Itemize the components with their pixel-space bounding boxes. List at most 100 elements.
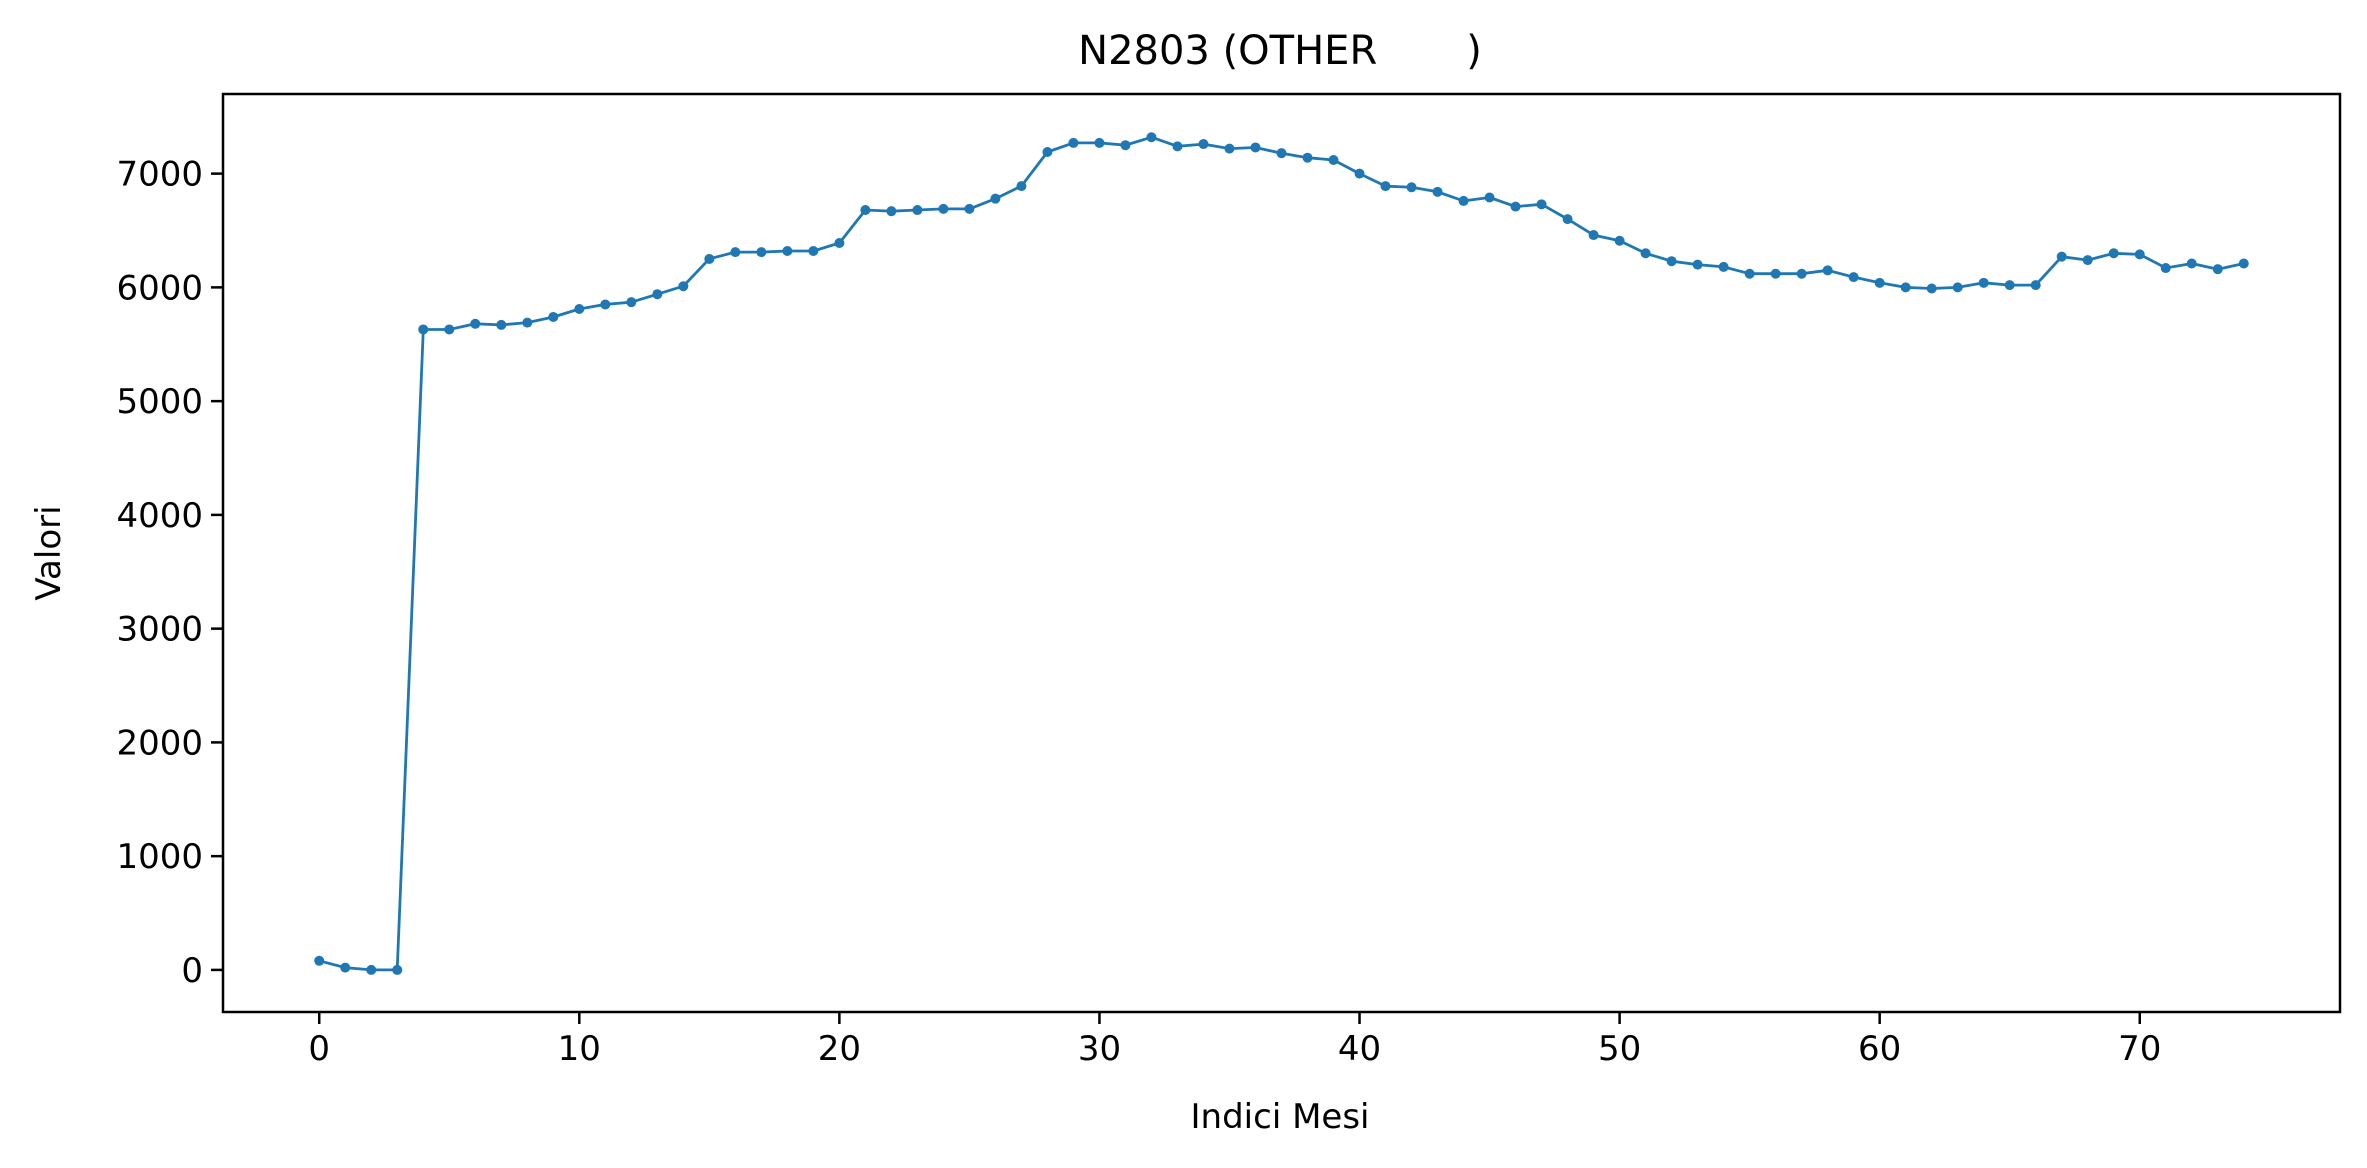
data-point [1198,139,1209,150]
data-point [1172,141,1183,152]
data-point [678,281,689,292]
data-point [1068,137,1079,148]
x-tick-label: 60 [1858,1029,1901,1069]
data-point [2134,249,2145,260]
data-point [1874,277,1885,288]
data-point [444,324,455,335]
x-tick-label: 20 [818,1029,861,1069]
data-point [2108,248,2119,259]
data-point [1302,152,1313,163]
data-point [2186,258,2197,269]
data-point [1952,282,1963,293]
data-point [314,955,325,966]
data-point [366,964,377,975]
data-point [834,238,845,249]
x-tick-label: 0 [308,1029,330,1069]
data-point [782,245,793,256]
data-point [1380,181,1391,192]
x-tick-label: 40 [1338,1029,1381,1069]
series-layer [314,132,2249,975]
data-point [2056,251,2067,262]
x-axis: 0 10 20 30 40 50 60 70 [308,1012,2161,1069]
plot-area [221,92,2342,1014]
data-point [990,193,1001,204]
y-tick-label: 1000 [116,837,203,877]
data-point [1120,140,1131,151]
data-point [1094,137,1105,148]
data-point [1536,199,1547,210]
data-point [1796,268,1807,279]
data-point [1744,268,1755,279]
data-point [1224,143,1235,154]
data-point [704,253,715,264]
y-axis: 0 1000 2000 3000 4000 5000 6000 7000 [116,155,223,991]
x-tick-label: 50 [1598,1029,1641,1069]
data-point [1562,214,1573,225]
data-point [912,205,923,216]
data-point [1250,142,1261,153]
x-tick-label: 30 [1078,1029,1121,1069]
data-point [600,299,611,310]
data-point [886,206,897,217]
data-point [392,964,403,975]
data-point [1484,192,1495,203]
data-point [1328,154,1339,165]
x-axis-label: Indici Mesi [1191,1097,1370,1137]
data-point [938,203,949,214]
y-tick-label: 6000 [116,268,203,308]
data-point [548,311,559,322]
data-point [1718,261,1729,272]
data-point [1614,235,1625,246]
data-point [418,324,429,335]
data-point [496,319,507,330]
data-point [2004,280,2015,291]
y-tick-label: 4000 [116,496,203,536]
data-point [1900,282,1911,293]
data-point [1406,182,1417,193]
data-point [340,962,351,973]
data-point [652,289,663,300]
data-point [522,317,533,328]
data-point [1666,256,1677,267]
data-point [2030,280,2041,291]
data-point [756,247,767,258]
data-point [470,318,481,329]
data-point [1640,248,1651,259]
x-tick-label: 70 [2118,1029,2161,1069]
y-axis-label: Valori [29,505,69,600]
y-tick-label: 0 [181,951,203,991]
data-point [730,247,741,258]
y-tick-label: 3000 [116,610,203,650]
data-point [626,297,637,308]
y-tick-label: 2000 [116,723,203,763]
x-tick-label: 10 [558,1029,601,1069]
data-point [1822,265,1833,276]
data-point [1458,195,1469,206]
data-point [964,203,975,214]
data-point [1354,168,1365,179]
data-point [1510,201,1521,212]
data-point [1432,186,1443,197]
data-point [1692,259,1703,270]
data-point [574,303,585,314]
data-point [2082,255,2093,266]
data-point [860,205,871,216]
data-point [2238,258,2249,269]
data-point [1016,181,1027,192]
y-tick-label: 7000 [116,155,203,195]
data-point [1770,268,1781,279]
data-point [1848,272,1859,283]
data-point [2212,264,2223,275]
chart-title: N2803 (OTHER ) [1078,28,1482,74]
data-point [1276,148,1287,159]
data-point [1146,132,1157,143]
data-point [2160,263,2171,274]
data-point [1978,277,1989,288]
data-point [808,245,819,256]
data-point [1588,230,1599,241]
data-point [1926,283,1937,294]
data-point [1042,147,1053,158]
y-tick-label: 5000 [116,382,203,422]
